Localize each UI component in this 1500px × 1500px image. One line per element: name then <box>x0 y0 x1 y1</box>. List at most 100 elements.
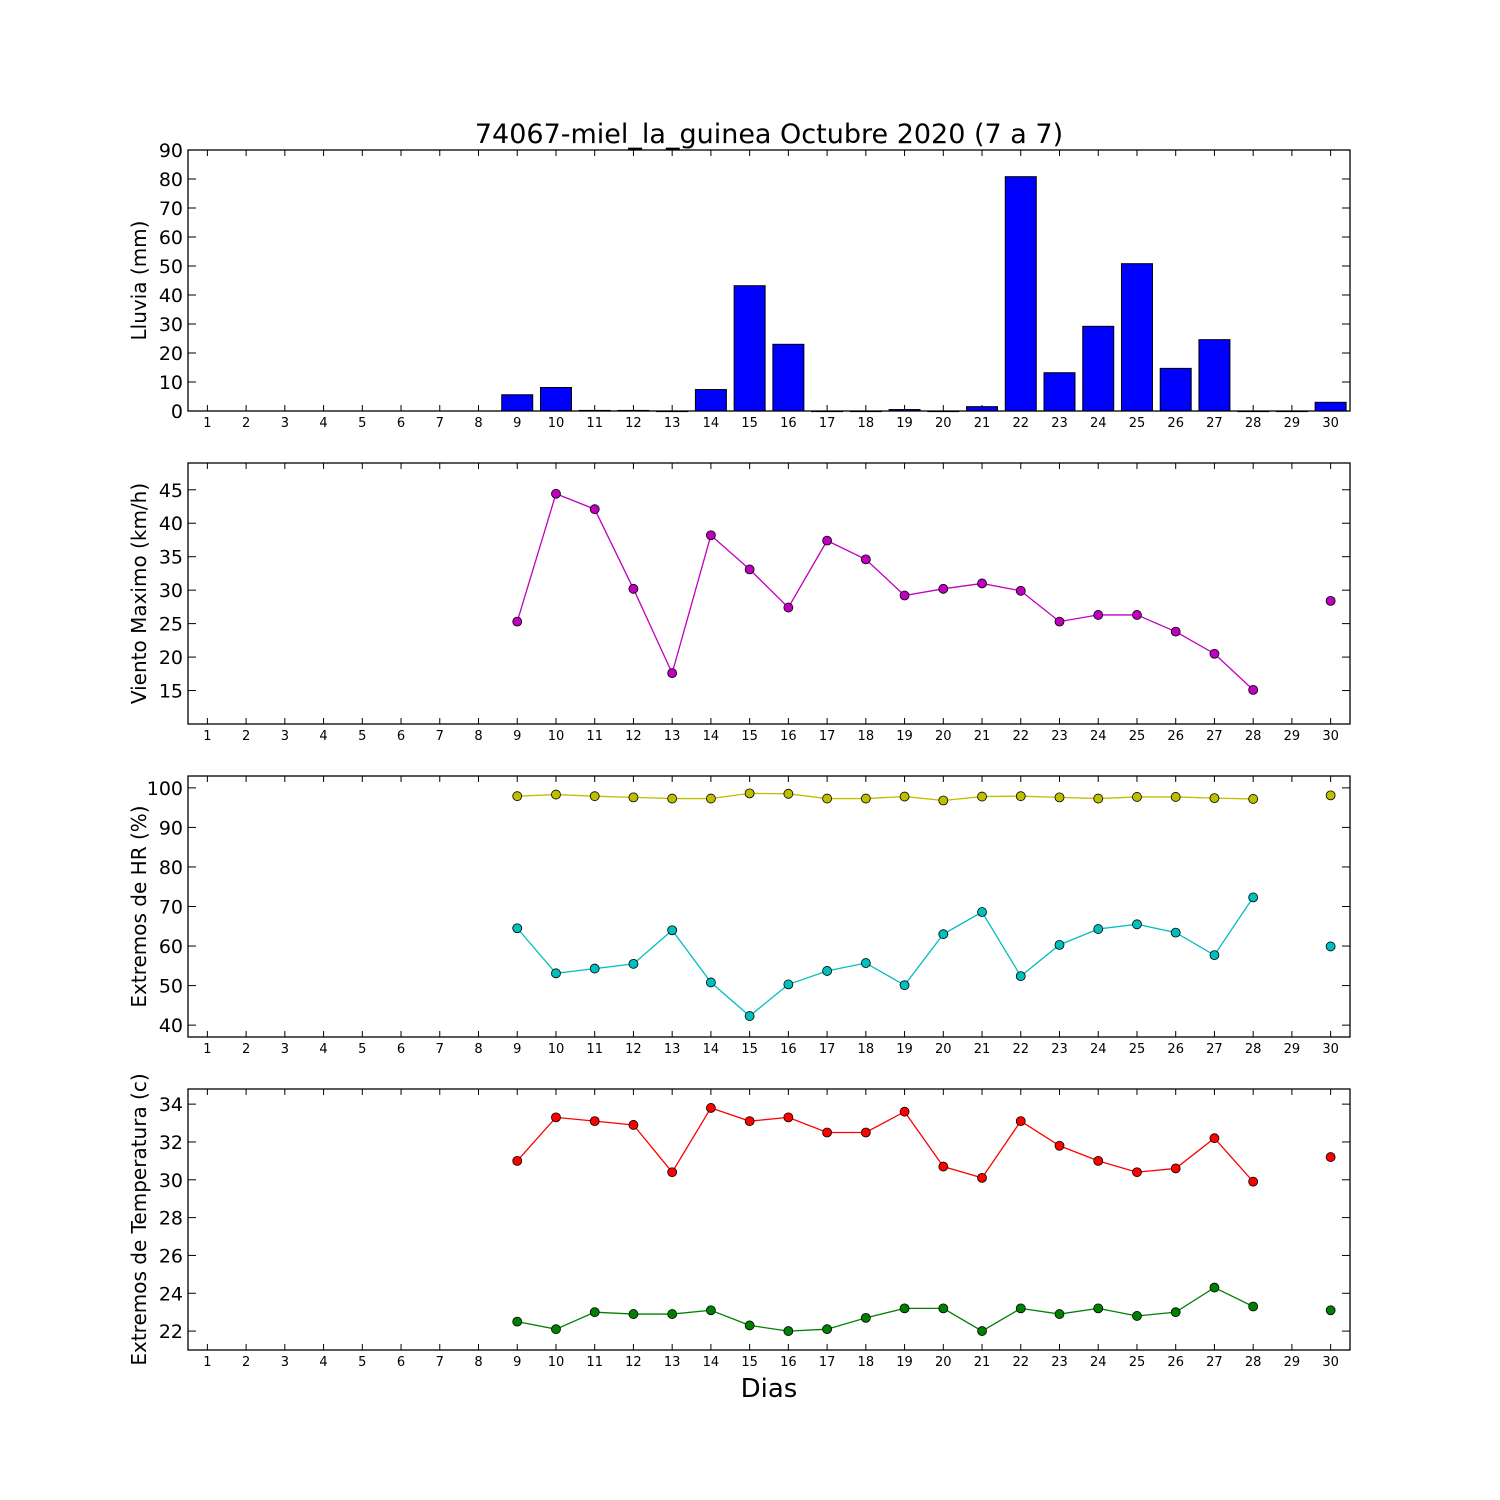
humidity-xtick-label: 23 <box>1051 1042 1068 1057</box>
temperature-series-1-point <box>667 1309 678 1319</box>
rain-xtick-label: 30 <box>1322 416 1339 431</box>
temperature-series-0-point <box>551 1112 561 1123</box>
humidity-series-0-point <box>1093 793 1104 804</box>
rain-xtick-label: 12 <box>625 416 642 431</box>
rain-xtick-label: 27 <box>1206 416 1223 431</box>
wind-series-0-point <box>551 488 561 499</box>
temperature-xtick-label: 24 <box>1090 1355 1107 1370</box>
temperature-xtick-label: 15 <box>741 1355 758 1370</box>
humidity-series-1-point <box>783 979 794 990</box>
humidity-series-0-point <box>1209 793 1220 804</box>
wind-xtick-label: 3 <box>281 729 289 744</box>
temperature-series-0-point <box>706 1103 716 1113</box>
humidity-series-0-point <box>783 788 794 799</box>
temperature-series-1-point <box>1209 1282 1220 1293</box>
humidity-xtick-label: 22 <box>1012 1042 1029 1057</box>
humidity-xtick-label: 9 <box>513 1042 521 1057</box>
temperature-series-0-point <box>1209 1133 1220 1144</box>
wind-series-0-point <box>667 668 678 679</box>
humidity-series-0-point <box>822 793 832 804</box>
humidity-series-0-point <box>706 793 716 804</box>
wind-series-0-point <box>899 590 910 601</box>
humidity-series-0-point <box>1248 794 1259 804</box>
wind-series-0-point <box>1054 616 1065 627</box>
wind-ytick-label: 40 <box>159 513 183 535</box>
temperature-series-1-point <box>1093 1303 1104 1314</box>
humidity-y-axis-label: Extremos de HR (%) <box>127 805 151 1007</box>
temperature-series-0-point <box>1170 1163 1181 1174</box>
rain-ytick-label: 70 <box>159 198 183 220</box>
humidity-series-1-point <box>1248 892 1259 903</box>
humidity-xtick-label: 25 <box>1129 1042 1146 1057</box>
temperature-xtick-label: 20 <box>935 1355 952 1370</box>
temperature-xtick-label: 14 <box>703 1355 720 1370</box>
wind-xtick-label: 25 <box>1129 729 1146 744</box>
humidity-series-1-point <box>628 958 639 969</box>
wind-xtick-label: 10 <box>548 729 565 744</box>
wind-xtick-label: 29 <box>1284 729 1301 744</box>
humidity-xtick-label: 13 <box>664 1042 681 1057</box>
rain-xtick-label: 24 <box>1090 416 1107 431</box>
rain-xtick-label: 8 <box>474 416 482 431</box>
temperature-series-1-point <box>822 1324 832 1335</box>
humidity-series-1-line <box>516 897 1254 1017</box>
humidity-xtick-label: 3 <box>281 1042 289 1057</box>
temperature-xtick-label: 5 <box>358 1355 366 1370</box>
temperature-xtick-label: 4 <box>319 1355 327 1370</box>
temperature-series-1-point <box>1054 1309 1065 1319</box>
temperature-ytick-label: 22 <box>159 1321 183 1343</box>
rain-xtick-label: 18 <box>858 416 875 431</box>
rain-bar <box>1120 263 1153 412</box>
rain-panel-frame <box>187 149 1351 412</box>
humidity-panel-frame <box>187 775 1351 1038</box>
temperature-xtick-label: 7 <box>436 1355 444 1370</box>
humidity-series-1-point <box>1132 919 1142 930</box>
humidity-ytick-label: 100 <box>147 778 183 800</box>
temperature-xtick-label: 11 <box>586 1355 603 1370</box>
humidity-series-0-point <box>860 793 871 804</box>
temperature-xtick-label: 26 <box>1167 1355 1184 1370</box>
humidity-series-1-point <box>589 963 600 974</box>
humidity-ytick-label: 90 <box>159 817 183 839</box>
humidity-xtick-label: 19 <box>896 1042 913 1057</box>
temperature-ytick-label: 24 <box>159 1283 183 1305</box>
rain-xtick-label: 5 <box>358 416 366 431</box>
wind-xtick-label: 17 <box>819 729 836 744</box>
rain-ytick-label: 30 <box>159 314 183 336</box>
wind-xtick-label: 14 <box>703 729 720 744</box>
wind-series-0-point <box>706 530 716 541</box>
temperature-xtick-label: 27 <box>1206 1355 1223 1370</box>
humidity-series-1-point <box>1170 927 1181 938</box>
x-axis-label: Dias <box>741 1374 798 1404</box>
rain-bar <box>1082 325 1115 412</box>
temperature-series-1-point <box>1325 1305 1336 1316</box>
humidity-xtick-label: 27 <box>1206 1042 1223 1057</box>
wind-series-0-point <box>860 554 871 565</box>
temperature-series-0-point <box>977 1172 987 1183</box>
temperature-series-0-point <box>1093 1155 1104 1166</box>
rain-xtick-label: 1 <box>203 416 211 431</box>
rain-ytick-label: 40 <box>159 285 183 307</box>
humidity-series-0-point <box>551 789 561 800</box>
wind-series-0-point <box>628 583 639 594</box>
humidity-xtick-label: 11 <box>586 1042 603 1057</box>
rain-xtick-label: 29 <box>1284 416 1301 431</box>
humidity-xtick-label: 16 <box>780 1042 797 1057</box>
wind-xtick-label: 7 <box>436 729 444 744</box>
temperature-xtick-label: 12 <box>625 1355 642 1370</box>
wind-series-0-point <box>1093 610 1104 620</box>
temperature-series-1-point <box>589 1307 600 1318</box>
temperature-xtick-label: 29 <box>1284 1355 1301 1370</box>
temperature-series-1-point <box>938 1303 949 1314</box>
temperature-xtick-label: 3 <box>281 1355 289 1370</box>
temperature-series-1-point <box>551 1324 561 1335</box>
rain-xtick-label: 21 <box>974 416 991 431</box>
wind-ytick-label: 15 <box>159 681 183 703</box>
rain-bar <box>1314 401 1347 412</box>
humidity-xtick-label: 8 <box>474 1042 482 1057</box>
rain-bar <box>1198 339 1231 412</box>
